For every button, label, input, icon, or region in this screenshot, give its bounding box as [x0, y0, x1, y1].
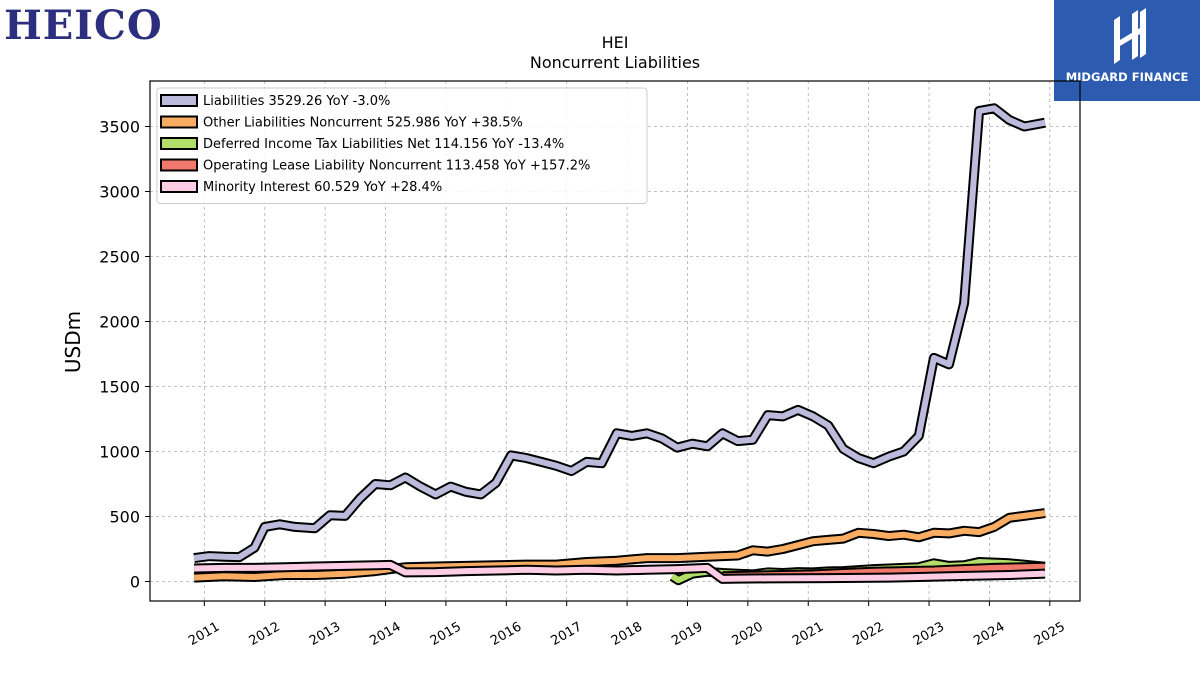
midgard-emblem-icon: [1114, 8, 1146, 64]
y-tick-label: 1500: [99, 378, 140, 397]
legend-box: [156, 87, 648, 204]
x-tick-label: 2016: [488, 619, 524, 649]
x-tick-label: 2024: [971, 619, 1007, 649]
legend-swatch: [160, 115, 198, 129]
legend-swatch: [160, 180, 198, 193]
y-tick-label: 3500: [99, 118, 140, 137]
x-tick-label: 2018: [609, 619, 645, 649]
legend-label: Operating Lease Liability Noncurrent 113…: [203, 159, 590, 174]
x-tick-label: 2025: [1032, 619, 1068, 649]
midgard-finance-wordmark: MIDGARD FINANCE: [1065, 70, 1189, 84]
y-tick-label: 1000: [99, 443, 140, 462]
x-tick-label: 2023: [911, 619, 947, 649]
legend-swatch: [160, 137, 198, 150]
y-tick-label: 2000: [99, 313, 140, 332]
x-tick-label: 2022: [850, 619, 886, 649]
x-axis: 2011 2012 2013 2014 2015 2016 2017 2018 2019 2020…: [186, 601, 1068, 649]
y-axis-label: USDm: [61, 311, 85, 373]
legend-swatch: [160, 94, 198, 107]
legend-label: Liabilities 3529.26 YoY -3.0%: [203, 94, 390, 109]
x-tick-label: 2012: [247, 619, 283, 649]
midgard-finance-logo: MIDGARD FINANCE: [1054, 0, 1200, 101]
series-line: [193, 105, 1046, 562]
chart-title: HEI: [602, 33, 629, 52]
heico-logo: HEICO: [4, 2, 163, 49]
series-other-liabilities-noncurrent: [193, 508, 1046, 583]
legend-item: Operating Lease Liability Noncurrent 113…: [160, 158, 590, 174]
chart-subtitle: Noncurrent Liabilities: [530, 53, 700, 72]
x-tick-label: 2013: [307, 619, 343, 649]
y-tick-label: 500: [109, 508, 140, 527]
legend-swatch: [160, 158, 198, 172]
legend-item: Minority Interest 60.529 YoY +28.4%: [160, 180, 442, 195]
x-tick-label: 2020: [730, 619, 766, 649]
legend-item: Other Liabilities Noncurrent 525.986 YoY…: [160, 115, 523, 131]
y-tick-label: 3000: [99, 183, 140, 202]
series-layer: [193, 103, 1046, 586]
legend-item: Deferred Income Tax Liabilities Net 114.…: [160, 137, 564, 152]
y-tick-label: 0: [130, 573, 140, 592]
legend-label: Deferred Income Tax Liabilities Net 114.…: [203, 137, 564, 152]
legend: Liabilities 3529.26 YoY -3.0% Other Liabi…: [156, 87, 648, 204]
y-tick-label: 2500: [99, 248, 140, 267]
x-tick-label: 2021: [790, 619, 826, 649]
x-tick-label: 2014: [367, 619, 403, 649]
x-tick-label: 2011: [186, 619, 222, 649]
series-line: [194, 561, 1046, 582]
legend-label: Other Liabilities Noncurrent 525.986 YoY…: [203, 116, 523, 131]
legend-label: Minority Interest 60.529 YoY +28.4%: [203, 180, 442, 195]
series-minority-interest: [194, 559, 1046, 584]
x-tick-label: 2019: [669, 619, 705, 649]
x-tick-label: 2015: [428, 619, 464, 649]
series-liabilities: [193, 103, 1046, 564]
y-axis: 0 500 1000 1500 2000 2500 3000 3500: [99, 118, 150, 592]
x-tick-label: 2017: [549, 619, 585, 649]
series-line: [193, 510, 1046, 581]
plot-frame: [149, 80, 1081, 602]
legend-item: Liabilities 3529.26 YoY -3.0%: [160, 94, 390, 109]
